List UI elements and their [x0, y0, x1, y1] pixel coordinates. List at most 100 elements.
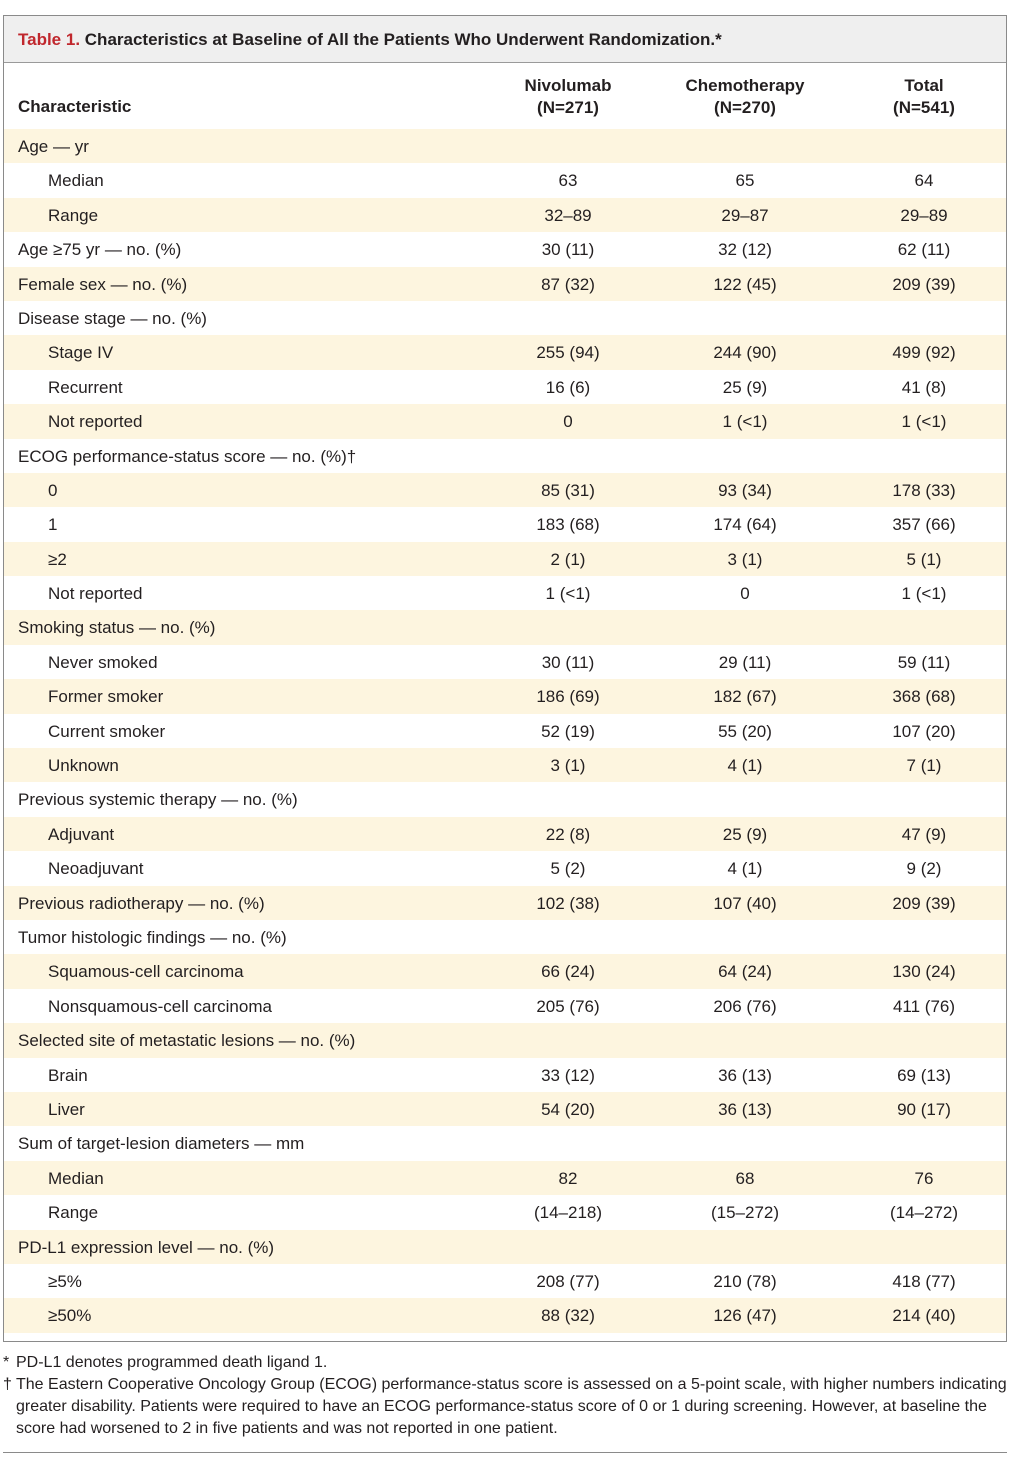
total-value: 47 (9)	[901, 824, 947, 844]
total-value: 214 (40)	[892, 1306, 956, 1326]
nivolumab-value: 63	[558, 171, 578, 191]
table-row: ≥50% 88 (32) 126 (47) 214 (40)	[4, 1298, 1006, 1333]
nivolumab-value: 3 (1)	[550, 756, 586, 776]
total-value: 1 (<1)	[901, 584, 947, 604]
row-label: Stage IV	[48, 343, 114, 363]
total-value: 368 (68)	[892, 687, 956, 707]
row-label: Age — yr	[18, 137, 89, 156]
chemotherapy-value: 182 (67)	[713, 687, 777, 707]
table-row: Never smoked 30 (11) 29 (11) 59 (11)	[4, 645, 1006, 679]
row-label: Adjuvant	[48, 824, 115, 844]
table-row: Adjuvant 22 (8) 25 (9) 47 (9)	[4, 816, 1006, 852]
total-value: 59 (11)	[897, 652, 951, 672]
chemotherapy-value: 25 (9)	[722, 377, 768, 397]
header-total-n: (N=541)	[893, 98, 955, 117]
nivolumab-value: 85 (31)	[541, 480, 595, 500]
nivolumab-value: 1 (<1)	[545, 584, 591, 604]
table-row: Range (14–218) (15–272) (14–272)	[4, 1195, 1006, 1229]
row-label: Range	[48, 1203, 99, 1223]
chemotherapy-value: 93 (34)	[718, 480, 772, 500]
row-label: Not reported	[48, 584, 143, 604]
chemotherapy-value: 32 (12)	[718, 240, 772, 260]
header-chemotherapy-name: Chemotherapy	[685, 76, 805, 95]
nivolumab-value: 66 (24)	[541, 962, 595, 982]
chemotherapy-value: 4 (1)	[727, 859, 763, 879]
table-row: Unknown 3 (1) 4 (1) 7 (1)	[4, 748, 1006, 783]
table-row: Current smoker 52 (19) 55 (20) 107 (20)	[4, 714, 1006, 748]
table-row: Selected site of metastatic lesions — no…	[4, 1023, 1006, 1058]
chemotherapy-value: 107 (40)	[713, 893, 777, 913]
total-value: 209 (39)	[892, 274, 956, 294]
nivolumab-value: 2 (1)	[550, 549, 586, 569]
total-value: (14–272)	[889, 1203, 959, 1223]
table-frame: Table 1. Characteristics at Baseline of …	[3, 15, 1007, 1342]
table-row: Stage IV 255 (94) 244 (90) 499 (92)	[4, 335, 1006, 370]
footnote: † The Eastern Cooperative Oncology Group …	[3, 1374, 1007, 1440]
row-label: ≥5%	[48, 1271, 82, 1291]
table-row: Tumor histologic findings — no. (%)	[4, 920, 1006, 954]
total-value: 209 (39)	[892, 893, 956, 913]
table-row: 0 85 (31) 93 (34) 178 (33)	[4, 472, 1006, 508]
row-label: Selected site of metastatic lesions — no…	[18, 1031, 356, 1051]
chemotherapy-value: 36 (13)	[718, 1065, 772, 1085]
row-label: Disease stage — no. (%)	[18, 308, 207, 328]
nivolumab-value: 82	[558, 1168, 578, 1188]
row-label: PD-L1 expression level — no. (%)	[18, 1237, 275, 1257]
total-value: 69 (13)	[897, 1065, 951, 1085]
total-value: 411 (76)	[892, 996, 956, 1016]
row-label: Current smoker	[48, 721, 166, 741]
chemotherapy-value: 126 (47)	[713, 1306, 777, 1326]
total-value: 76	[914, 1168, 934, 1188]
chemotherapy-value: 64 (24)	[718, 962, 772, 982]
row-label: Unknown	[48, 756, 119, 776]
chemotherapy-value: 122 (45)	[713, 274, 777, 294]
row-label: ≥50%	[48, 1306, 92, 1326]
table-row: Previous systemic therapy — no. (%)	[4, 782, 1006, 816]
row-label: Squamous-cell carcinoma	[48, 962, 244, 982]
row-label: Smoking status — no. (%)	[18, 618, 216, 638]
row-label: ECOG performance-status score — no. (%)†	[18, 446, 357, 466]
table-row: Neoadjuvant 5 (2) 4 (1) 9 (2)	[4, 851, 1006, 885]
total-value: 357 (66)	[892, 515, 956, 535]
table-title: Table 1. Characteristics at Baseline of …	[18, 30, 722, 50]
row-label: Previous systemic therapy — no. (%)	[18, 790, 298, 810]
table-row: Range 32–89 29–87 29–89	[4, 197, 1006, 233]
row-label: Never smoked	[48, 652, 158, 672]
table-row: ≥2 2 (1) 3 (1) 5 (1)	[4, 541, 1006, 577]
nivolumab-value: 52 (19)	[541, 721, 595, 741]
table-row: Median 82 68 76	[4, 1160, 1006, 1196]
table-row: Age ≥75 yr — no. (%) 30 (11) 32 (12) 62 (11…	[4, 232, 1006, 266]
row-label: Recurrent	[48, 377, 123, 397]
table-row: Smoking status — no. (%)	[4, 610, 1006, 645]
nivolumab-value: 0	[563, 412, 573, 432]
header-total: Total (N=541)	[854, 75, 994, 119]
nivolumab-value: 88 (32)	[541, 1306, 595, 1326]
table-row: Recurrent 16 (6) 25 (9) 41 (8)	[4, 370, 1006, 404]
footnote: * PD-L1 denotes programmed death ligand 1…	[3, 1352, 1007, 1374]
row-label: Range	[48, 205, 99, 225]
row-label: Not reported	[48, 412, 143, 432]
nivolumab-value: 183 (68)	[536, 515, 600, 535]
chemotherapy-value: 36 (13)	[718, 1099, 772, 1119]
table-row: Previous radiotherapy — no. (%) 102 (38) 1…	[4, 885, 1006, 920]
row-label: ≥2	[48, 549, 67, 569]
total-value: 41 (8)	[901, 377, 947, 397]
table-title-bar: Table 1. Characteristics at Baseline of …	[4, 16, 1006, 63]
chemotherapy-value: 29–87	[721, 205, 769, 225]
row-label: 0	[48, 480, 58, 500]
table-row: Not reported 0 1 (<1) 1 (<1)	[4, 404, 1006, 439]
total-value: 107 (20)	[892, 721, 956, 741]
nivolumab-value: 30 (11)	[541, 652, 595, 672]
row-label: Neoadjuvant	[48, 859, 144, 879]
row-label: Nonsquamous-cell carcinoma	[48, 996, 272, 1016]
nivolumab-value: 205 (76)	[536, 996, 600, 1016]
header-characteristic: Characteristic	[18, 97, 132, 116]
nivolumab-value: 208 (77)	[536, 1271, 600, 1291]
row-label: Median	[48, 171, 104, 191]
row-label: Brain	[48, 1065, 88, 1085]
row-label: Sum of target-lesion diameters — mm	[18, 1134, 305, 1154]
chemotherapy-value: 55 (20)	[718, 721, 772, 741]
total-value: 29–89	[900, 205, 948, 225]
total-value: 178 (33)	[892, 480, 956, 500]
nivolumab-value: 255 (94)	[536, 343, 600, 363]
